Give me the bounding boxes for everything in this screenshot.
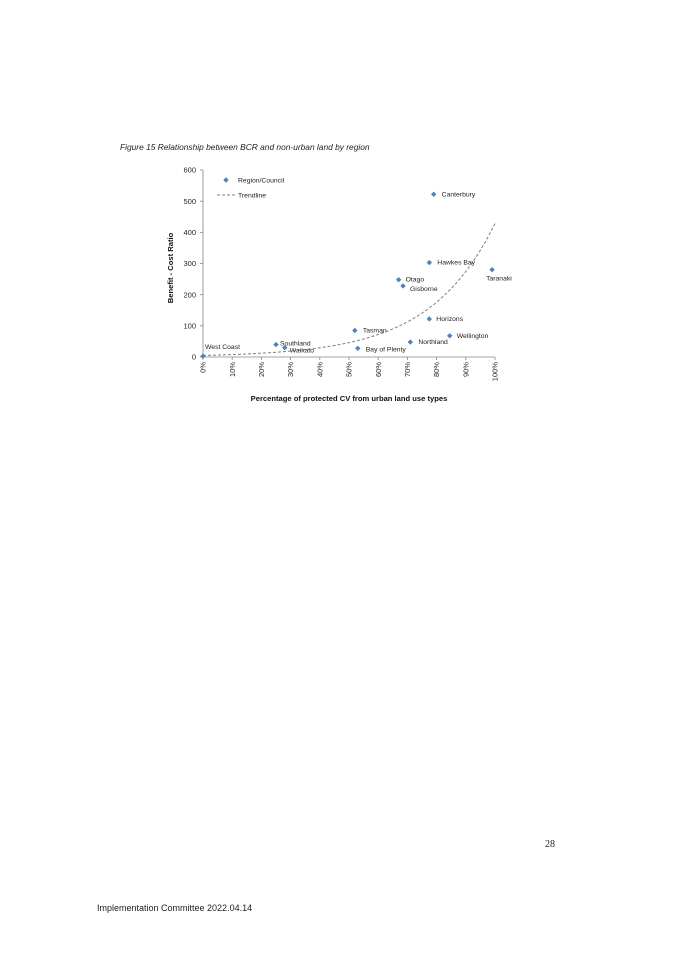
x-tick-label: 100% (491, 362, 500, 382)
y-tick-label: 0 (192, 353, 196, 362)
x-tick-label: 0% (199, 362, 208, 373)
data-label: West Coast (205, 344, 240, 351)
data-label: Canterbury (442, 191, 476, 198)
legend-label: Trendline (238, 192, 266, 199)
y-tick-label: 500 (183, 197, 196, 206)
data-point (426, 316, 432, 322)
data-point (447, 333, 453, 339)
data-label: Otago (406, 277, 425, 284)
legend-label: Region/Council (238, 177, 285, 184)
data-label: Bay of Plenty (366, 346, 407, 353)
data-label: Taranaki (486, 276, 512, 283)
data-point (426, 259, 432, 266)
data-label: Wellington (457, 333, 489, 340)
footer-text: Implementation Committee 2022.04.14 (97, 903, 253, 913)
data-points (200, 191, 495, 359)
data-point (273, 341, 279, 348)
data-point (400, 283, 406, 289)
y-axis-ticks: 0 100 200 300 400 500 600 (183, 166, 203, 362)
data-label: Gisborne (410, 286, 438, 293)
x-axis-title: Percentage of protected CV from urban la… (251, 394, 448, 403)
data-label: Tasman (363, 328, 387, 335)
y-axis-title: Benefit - Cost Ratio (166, 232, 175, 303)
data-point (489, 267, 495, 273)
data-label: Northland (418, 339, 448, 346)
trendline (202, 223, 496, 356)
x-axis-ticks: 0% 10% 20% 30% 40% 50% 60% 70% 80% 90% 100% (199, 357, 500, 381)
x-tick-label: 90% (461, 362, 470, 377)
x-tick-label: 30% (286, 362, 295, 377)
page-number: 28 (545, 839, 555, 850)
data-label: Southland (280, 341, 311, 348)
y-tick-label: 300 (183, 259, 196, 268)
data-point (352, 327, 358, 334)
data-label: Horizons (436, 316, 463, 323)
data-point (407, 339, 414, 345)
data-label: Hawkes Bay (437, 260, 475, 267)
legend: Region/Council Trendline (217, 177, 285, 199)
y-tick-label: 200 (183, 290, 196, 299)
data-point (430, 191, 437, 198)
x-tick-label: 50% (345, 362, 354, 377)
x-tick-label: 80% (432, 362, 441, 377)
data-point (355, 345, 361, 351)
y-tick-label: 100 (183, 321, 196, 330)
data-point (200, 353, 206, 359)
data-point (282, 344, 288, 351)
x-tick-label: 70% (403, 362, 412, 377)
legend-marker-icon (223, 177, 229, 183)
x-tick-label: 60% (374, 362, 383, 377)
x-tick-label: 10% (228, 362, 237, 377)
y-tick-label: 400 (183, 228, 196, 237)
y-tick-label: 600 (183, 166, 196, 175)
x-tick-label: 40% (315, 362, 324, 377)
x-tick-label: 20% (257, 362, 266, 377)
figure-caption: Figure 15 Relationship between BCR and n… (120, 142, 370, 152)
data-label: Waikato (290, 348, 315, 355)
data-point (395, 277, 402, 283)
